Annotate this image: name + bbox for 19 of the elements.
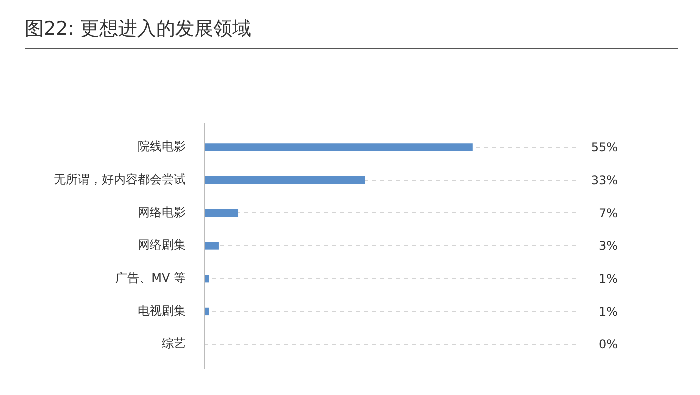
- chart-title: 图22: 更想进入的发展领域: [25, 17, 252, 42]
- y-tick-label: 无所谓，好内容都会尝试: [54, 172, 186, 186]
- data-label: 3%: [598, 239, 618, 254]
- bar: [204, 144, 473, 152]
- bar: [204, 176, 366, 184]
- y-tick-label: 综艺: [162, 336, 186, 351]
- bar: [204, 209, 239, 217]
- y-tick-label: 院线电影: [138, 140, 186, 154]
- data-label: 7%: [598, 206, 618, 220]
- data-label: 55%: [591, 140, 618, 155]
- y-tick-label: 网络剧集: [138, 238, 186, 252]
- bar: [204, 242, 219, 250]
- y-tick-label: 网络电影: [138, 205, 186, 220]
- data-label: 33%: [591, 173, 618, 188]
- data-label: 0%: [598, 338, 618, 352]
- data-label: 1%: [598, 304, 618, 319]
- y-tick-label: 电视剧集: [138, 304, 186, 318]
- y-tick-label: 广告、MV 等: [116, 270, 186, 285]
- data-label: 1%: [598, 272, 618, 286]
